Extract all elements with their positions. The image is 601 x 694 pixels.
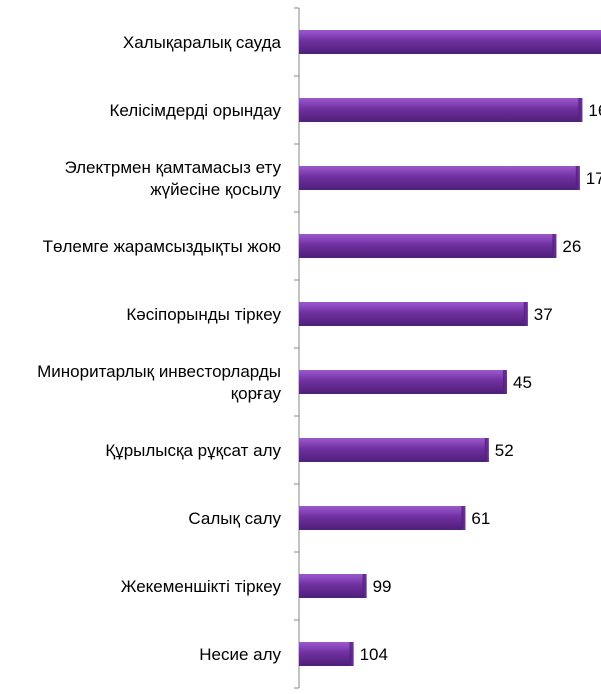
category-label: Электрмен қамтамасыз ету жүйесіне қосылу	[64, 158, 281, 199]
bar	[299, 302, 528, 326]
bar-cap	[362, 574, 367, 598]
bar-group	[299, 370, 507, 394]
bar-cap	[349, 642, 354, 666]
bar	[299, 370, 507, 394]
bar	[299, 642, 354, 666]
bar-group	[299, 98, 583, 122]
category-label-line: Кәсіпорынды тіркеу	[126, 305, 281, 324]
category-label: Несие алу	[199, 645, 281, 664]
category-label-line: Халықаралық сауда	[123, 33, 282, 52]
bar-cap	[484, 438, 489, 462]
bar-group	[299, 166, 580, 190]
category-label-line: қорғау	[231, 384, 282, 403]
bar	[299, 98, 583, 122]
bar-value-label: 26	[562, 237, 581, 256]
category-label-line: Миноритарлық инвесторларды	[37, 362, 281, 381]
bar-cap	[503, 370, 507, 394]
bar-cap	[523, 302, 528, 326]
category-label: Төлемге жарамсыздықты жою	[43, 237, 282, 256]
category-label: Салық салу	[188, 509, 281, 528]
bar-group	[299, 234, 557, 258]
bar	[299, 506, 466, 530]
category-label: Келісімдерді орындау	[109, 101, 281, 120]
bar	[299, 438, 489, 462]
bar-group	[299, 30, 601, 54]
bar-cap	[461, 506, 466, 530]
bar-group	[299, 302, 528, 326]
bar-cap	[578, 98, 583, 122]
category-label-line: Несие алу	[199, 645, 281, 664]
bar-group	[299, 438, 489, 462]
category-label: Кәсіпорынды тіркеу	[126, 305, 281, 324]
category-label-line: Электрмен қамтамасыз ету	[64, 158, 281, 177]
category-label-line: Жекеменшікті тіркеу	[121, 577, 282, 596]
bar-value-label: 37	[534, 305, 553, 324]
bar-group	[299, 642, 354, 666]
bar-cap	[552, 234, 557, 258]
category-label: Халықаралық сауда	[123, 33, 282, 52]
category-label: Жекеменшікті тіркеу	[121, 577, 282, 596]
bar-value-label: 99	[373, 577, 392, 596]
category-label-line: Салық салу	[188, 509, 281, 528]
bar	[299, 166, 580, 190]
bar-value-label: 52	[495, 441, 514, 460]
category-label-line: Келісімдерді орындау	[109, 101, 281, 120]
category-label: Миноритарлық инвесторларды қорғау	[37, 362, 281, 403]
bar-value-label: 45	[513, 373, 532, 392]
bar	[299, 574, 367, 598]
bar-group	[299, 506, 466, 530]
bar-value-label: 104	[360, 645, 388, 664]
bar	[299, 234, 557, 258]
category-label-line: Төлемге жарамсыздықты жою	[43, 237, 282, 256]
bar	[299, 30, 601, 54]
bar-group	[299, 574, 367, 598]
category-label-line: жүйесіне қосылу	[150, 180, 281, 199]
bar-cap	[575, 166, 580, 190]
bar-value-label: 17	[586, 169, 601, 188]
bar-value-label: 61	[471, 509, 490, 528]
bar-value-label: 16	[588, 101, 601, 120]
category-label: Құрылысқа рұқсат алу	[105, 441, 281, 460]
category-label-line: Құрылысқа рұқсат алу	[105, 441, 281, 460]
